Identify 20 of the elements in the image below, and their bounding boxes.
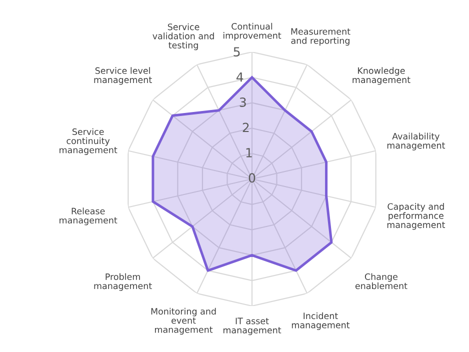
y-tick-label: 3 <box>240 98 246 107</box>
spoke-label: Change enablement <box>355 273 408 290</box>
spoke-label: Knowledge management <box>352 67 410 85</box>
spoke-label: Service validation and testing <box>152 23 214 50</box>
spoke-label: Monitoring and event management <box>151 308 216 335</box>
spoke-label: IT asset management <box>223 318 282 336</box>
spoke-label: Continual improvement <box>223 22 282 40</box>
spoke-label: Release management <box>60 208 118 226</box>
spoke-label: Measurement and reporting <box>291 28 350 46</box>
spoke-label: Incident management <box>292 312 350 330</box>
y-tick-label: 5 <box>234 47 240 57</box>
spoke-label: Problem management <box>94 273 152 291</box>
y-tick-label: 0 <box>248 173 256 183</box>
spoke-label: Service continuity management <box>60 128 118 155</box>
y-tick-label: 1 <box>246 148 252 158</box>
y-tick-label: 2 <box>242 122 249 132</box>
spoke-label: Availability management <box>387 132 446 150</box>
spoke-label: Service level management <box>94 67 152 85</box>
spoke-label: Capacity and performance management <box>387 203 446 230</box>
y-tick-label: 4 <box>236 72 244 82</box>
